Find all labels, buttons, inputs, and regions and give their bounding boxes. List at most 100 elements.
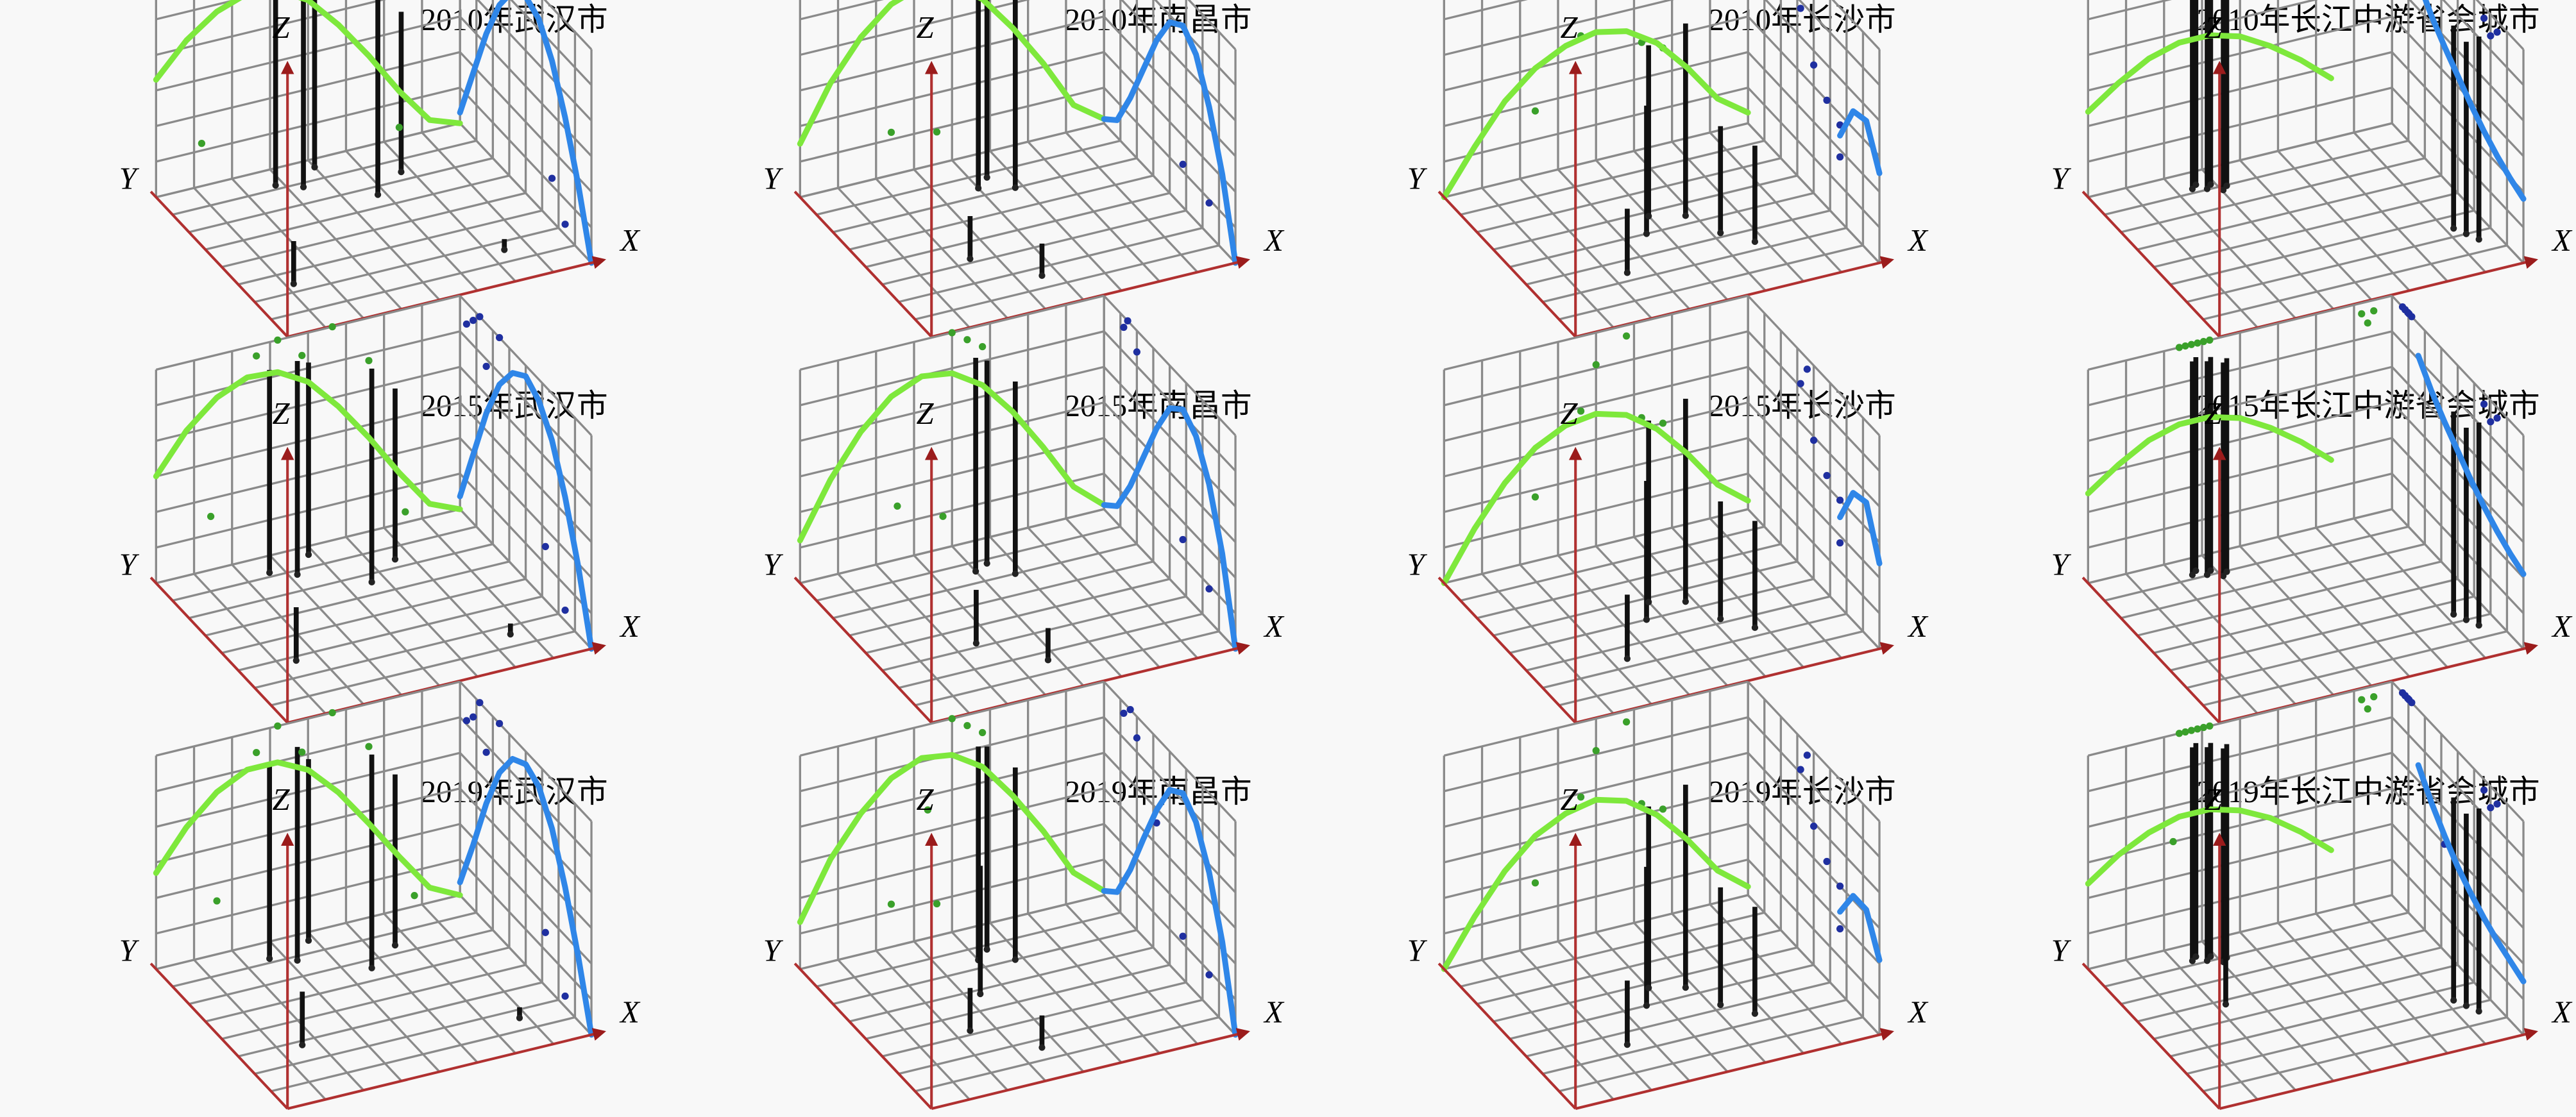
projection-dot [411,892,418,900]
axis-label: Z [272,782,290,817]
floor-grid [172,911,477,988]
axis-label: Y [2051,548,2072,582]
floor-grid [221,964,526,1040]
projection-dot [476,699,484,707]
stick-base [972,567,979,575]
panel-title: 2019年长沙市 [1709,775,1896,809]
stick-base [1044,657,1052,664]
stick-base [1717,230,1724,237]
wall-grid [2087,437,2393,514]
wall-grid [2087,858,2393,935]
floor-grid [989,150,1123,292]
axis-label: X [619,223,641,258]
projection-dot [2358,310,2366,318]
panel: 2010年武汉市 Z Y X [119,0,641,339]
trend-curve [1101,405,1239,652]
projection-dot [2370,307,2378,315]
axis-label: Z [2204,782,2222,817]
wall-grid [1103,366,1237,508]
wall-grid [1103,330,1237,472]
stick-base [2192,181,2199,189]
projection-dot [2182,342,2189,350]
y-axis [793,576,933,724]
wall-grid [155,51,461,128]
projection-dot [253,748,260,757]
floor-grid [1509,192,1814,269]
wall-grid [799,508,1105,585]
projection-dot [1622,332,1631,340]
stick-base [311,164,318,171]
wall-grid [1747,859,1881,1000]
floor-grid [1633,150,1767,292]
trend-curve [1837,108,1883,176]
wall-grid [799,894,1105,970]
projection-dot [2493,800,2501,808]
stick-base [1643,616,1650,623]
wall-grid [1747,15,1881,157]
projection-dot [1592,747,1600,755]
stick-base [1643,230,1650,237]
trend-curve [797,370,1107,544]
floor-grid [1460,525,1765,602]
projection-dot [2182,728,2189,736]
floor-grid [1709,517,1843,659]
axis-label: Y [2051,933,2072,968]
projection-dot [561,221,569,228]
wall-grid [1747,508,1881,650]
wall-grid [799,0,1031,56]
stick-base [305,937,312,944]
axis-label: Y [763,548,784,582]
y-axis [149,190,289,338]
projection-dot [1836,539,1844,547]
wall-grid [2087,473,2393,549]
wall-grid [2391,508,2525,650]
wall-grid [2391,752,2525,893]
wall-grid [799,401,1105,478]
x-axis [931,1028,1250,1111]
projection-dot [198,140,206,147]
projection-dot [274,336,282,344]
floor-grid [172,139,477,216]
wall-grid [2391,437,2525,579]
projection-dot [2493,414,2501,422]
stick-base [2222,1000,2230,1008]
stick-base [272,181,279,189]
wall-grid [1747,473,1881,614]
stick-base [1751,1010,1759,1017]
stick-base [2462,616,2470,623]
stick-base [1645,212,1652,220]
wall-grid [1747,894,1881,1036]
wall-grid [1747,787,1881,929]
stick-base [1038,272,1046,279]
stick-base [972,640,980,647]
projection-dot [207,512,215,521]
wall-grid [799,752,1105,828]
floor-grid [189,157,493,233]
trend-curve [153,369,463,512]
y-axis [1437,576,1577,724]
projection-dot [2194,339,2201,347]
stick-base [300,183,307,190]
wall-grid [799,51,1105,128]
wall-grid [1187,0,1237,51]
y-axis [1437,190,1577,338]
wall-grid [1747,716,1881,858]
projection-dot [482,748,490,756]
axis-label: Y [1407,548,1428,582]
panel: 2019年武汉市 Z Y X [119,680,641,1111]
wall-grid [1747,680,1881,822]
axis-label: Y [763,162,784,196]
wall-grid [1120,0,1237,122]
axis-label: Y [2051,162,2072,196]
floor-grid [1709,131,1843,273]
projection-dot [894,502,901,510]
stick-base [1012,956,1019,963]
panel: 2015年长沙市 Z Y X [1407,294,1929,725]
wall-grid [459,823,593,964]
projection-dot [328,323,336,331]
floor-grid [383,140,516,282]
floor-grid [1027,912,1160,1054]
projection-dot [1205,199,1213,207]
